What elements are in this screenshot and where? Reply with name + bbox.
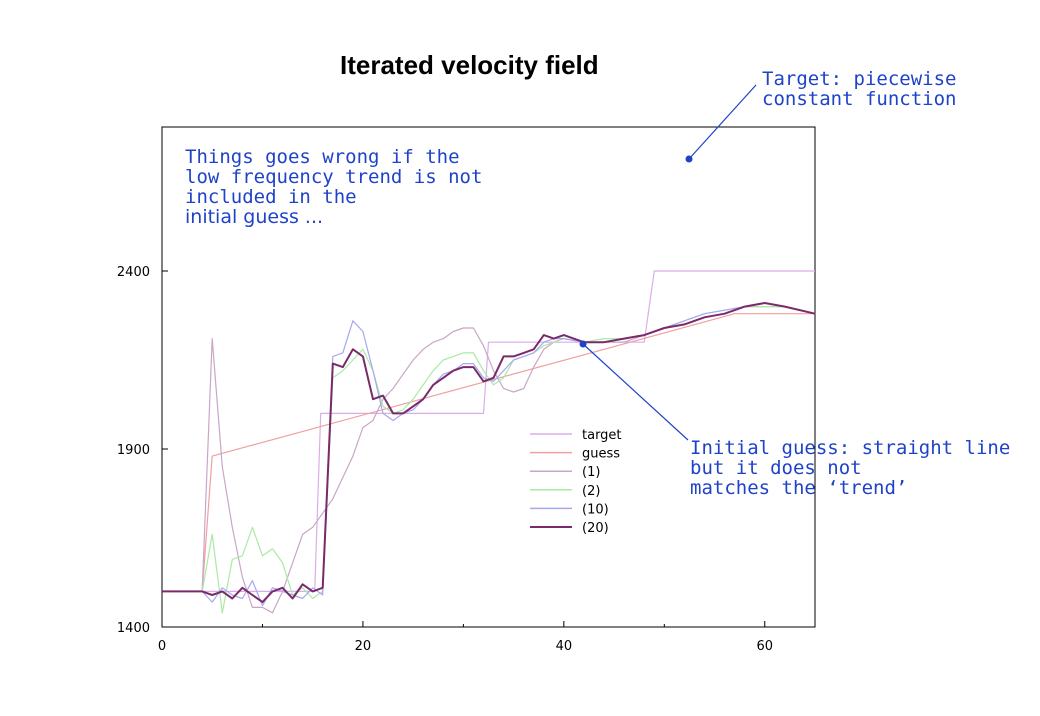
pointer-line-target bbox=[688, 84, 757, 160]
x-tick-label: 60 bbox=[756, 639, 773, 654]
x-tick-label: 0 bbox=[158, 639, 166, 654]
y-tick-label: 1400 bbox=[117, 621, 150, 636]
pointer-dot-guess bbox=[579, 340, 587, 348]
legend-label: (1) bbox=[582, 465, 600, 480]
legend: target guess (1) (2) (10) (20) bbox=[530, 428, 622, 536]
annotation-line: Things goes wrong if the bbox=[185, 146, 460, 168]
plot-frame bbox=[161, 126, 816, 628]
annotation-initial-guess: Initial guess: straight line but it does… bbox=[690, 438, 1010, 498]
plot-area-border bbox=[161, 126, 816, 628]
pointer-line-guess bbox=[582, 343, 689, 441]
series-layer bbox=[162, 270, 816, 614]
annotation-line: but it does not bbox=[690, 457, 862, 479]
y-tick-label: 2400 bbox=[117, 265, 150, 280]
legend-label: (2) bbox=[582, 484, 600, 499]
annotation-line: low frequency trend is not bbox=[185, 166, 483, 188]
annotation-line: constant function bbox=[762, 88, 957, 110]
annotation-pointers bbox=[579, 84, 757, 441]
annotation-target: Target: piecewise constant function bbox=[762, 69, 956, 109]
x-tick-label: 20 bbox=[355, 639, 372, 654]
annotation-line: Initial guess: straight line bbox=[690, 437, 1011, 459]
annotation-line: included in the bbox=[185, 186, 357, 208]
annotation-line: Target: piecewise bbox=[762, 68, 957, 90]
annotation-line: matches the ‘trend’ bbox=[690, 477, 908, 499]
legend-label: (10) bbox=[582, 502, 609, 517]
y-tick-label: 1900 bbox=[117, 443, 150, 458]
series-line-20 bbox=[162, 302, 816, 604]
x-tick-label: 40 bbox=[556, 639, 573, 654]
slide-title: Iterated velocity field bbox=[340, 50, 599, 80]
pointer-dot-target bbox=[685, 155, 693, 163]
legend-label: (20) bbox=[582, 521, 609, 536]
axis-layer: 0 20 40 60 1400 1900 2400 bbox=[117, 265, 773, 654]
legend-label: target bbox=[582, 428, 622, 443]
legend-label: guess bbox=[582, 447, 620, 462]
annotation-trend-warning: Things goes wrong if the low frequency t… bbox=[185, 147, 482, 227]
annotation-line: initial guess ... bbox=[185, 206, 324, 228]
